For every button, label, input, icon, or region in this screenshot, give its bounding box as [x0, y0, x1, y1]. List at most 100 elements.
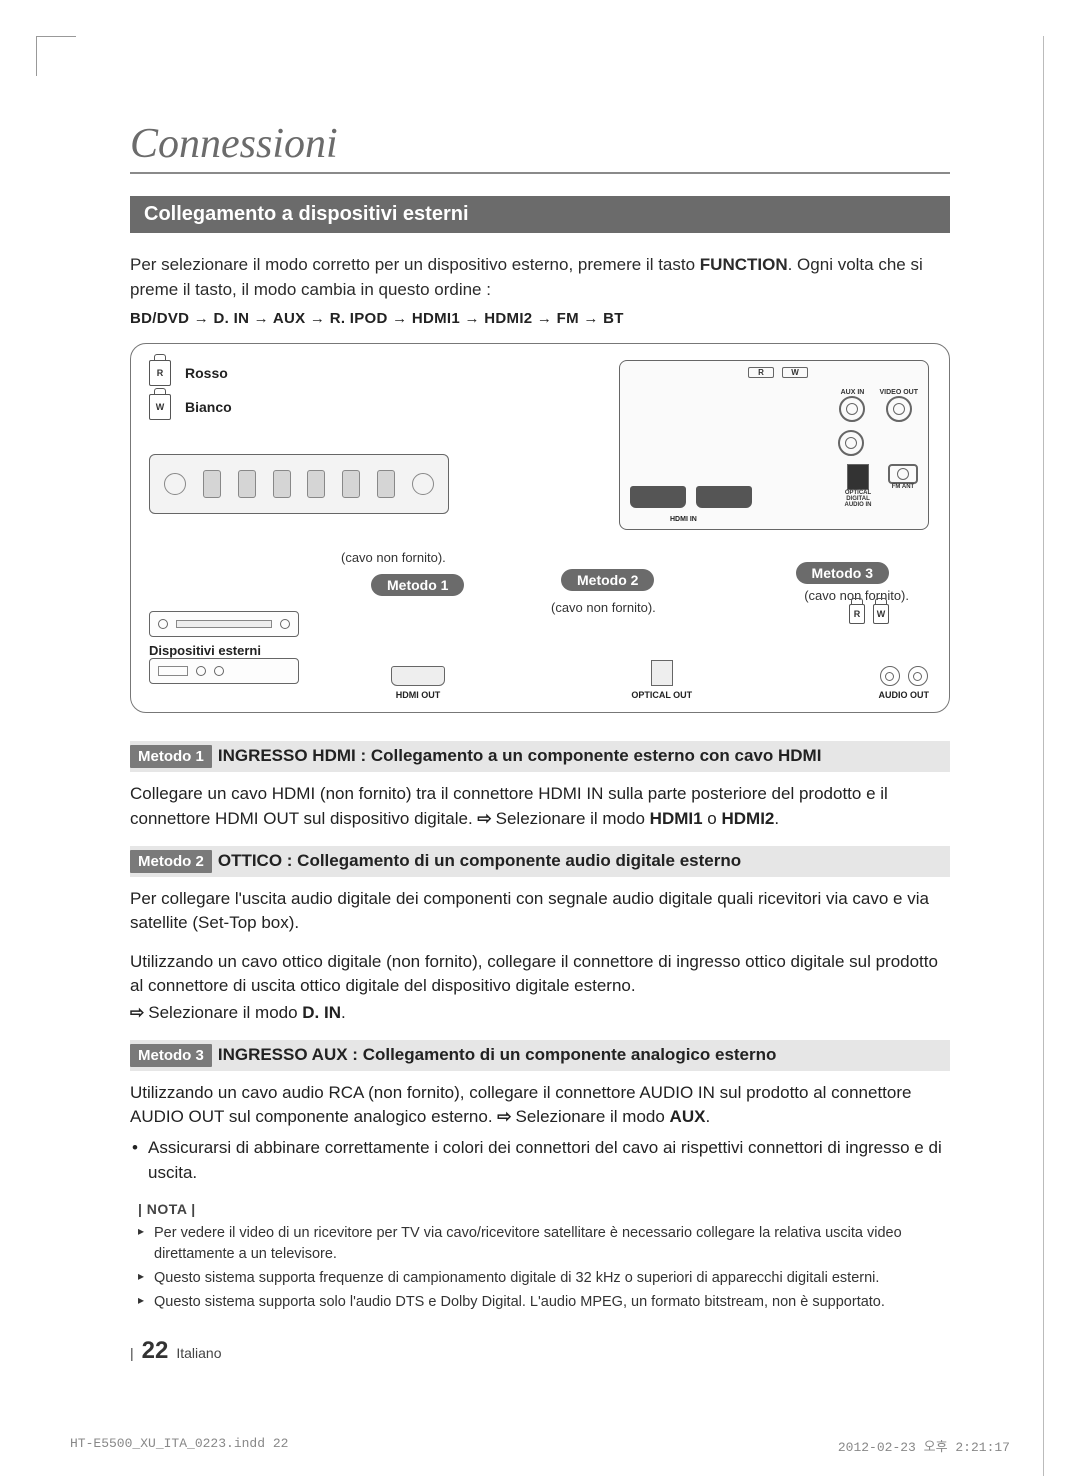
mode-label: HDMI2 [721, 809, 774, 828]
optical-out-icon [651, 660, 673, 686]
crop-mark [1043, 36, 1044, 1476]
mode-label: D. IN [302, 1003, 341, 1022]
arrow-icon [497, 1107, 515, 1126]
method-title-bold: INGRESSO AUX : [218, 1045, 363, 1064]
fm-ant-label: FM ANT [892, 484, 914, 490]
mode-label: AUX [670, 1107, 706, 1126]
hdmi-slot-icon [696, 486, 752, 508]
legend-label: Bianco [185, 399, 232, 415]
section-title: Connessioni [130, 120, 950, 174]
method3-bullets: Assicurarsi di abbinare correttamente i … [130, 1136, 950, 1185]
nota-item: Per vedere il video di un ricevitore per… [138, 1223, 950, 1265]
connection-diagram: R Rosso W Bianco R W AUX IN [130, 343, 950, 713]
method1-heading: Metodo 1 INGRESSO HDMI : Collegamento a … [130, 741, 950, 772]
external-devices: Dispositivi esterni [149, 611, 309, 690]
optical-port-icon [847, 464, 869, 490]
device-box [149, 611, 299, 637]
method-tag: Metodo 2 [130, 850, 212, 873]
hdmi-out-icon [391, 666, 445, 686]
intro-paragraph: Per selezionare il modo corretto per un … [130, 253, 950, 302]
plug-letter: W [156, 402, 165, 412]
plug-icon: R [849, 604, 865, 624]
hdmi-slot-icon [630, 486, 686, 508]
text: Selezionare il modo [496, 809, 650, 828]
method2-p2: Utilizzando un cavo ottico digitale (non… [130, 950, 950, 999]
audio-out: AUDIO OUT [879, 666, 930, 700]
jack-icon [908, 666, 928, 686]
doc-filename: HT-E5500_XU_ITA_0223.indd 22 [70, 1436, 288, 1455]
ext-devices-label: Dispositivi esterni [149, 643, 309, 658]
plug-icon: W [149, 394, 171, 420]
method-title: Collegamento di un componente audio digi… [297, 851, 741, 870]
document-meta: HT-E5500_XU_ITA_0223.indd 22 2012-02-23 … [70, 1436, 1010, 1455]
sub-header: Collegamento a dispositivi esterni [130, 196, 950, 233]
method-tag: Metodo 1 [130, 745, 212, 768]
metodo3-pill: Metodo 3 [796, 562, 889, 584]
method3-heading: Metodo 3 INGRESSO AUX : Collegamento di … [130, 1040, 950, 1071]
mode-label: HDMI1 [650, 809, 703, 828]
legend-label: Rosso [185, 365, 228, 381]
jack-icon [839, 396, 865, 422]
bullet-item: Assicurarsi di abbinare correttamente i … [130, 1136, 950, 1185]
jack-icon [880, 666, 900, 686]
page-number: 22 [142, 1337, 169, 1365]
footer-bar: | [130, 1345, 134, 1361]
nota-item: Questo sistema supporta solo l'audio DTS… [138, 1292, 950, 1313]
page-content: Connessioni Collegamento a dispositivi e… [130, 120, 950, 1365]
method-title: Collegamento a un componente esterno con… [371, 746, 822, 765]
mode-sequence: BD/DVD → D. IN → AUX → R. IPOD → HDMI1 →… [130, 310, 950, 327]
method2-p3: Selezionare il modo D. IN. [130, 1001, 950, 1026]
page-footer: | 22 Italiano [130, 1337, 950, 1365]
plug-letter: W [877, 609, 886, 619]
hdmi-out-label: HDMI OUT [396, 690, 441, 700]
cable-note: (cavo non fornito). [551, 600, 656, 615]
arrow-icon [477, 809, 495, 828]
cable-note: (cavo non fornito). [341, 550, 446, 565]
function-key-label: FUNCTION [700, 255, 788, 274]
fm-ant-icon [888, 464, 918, 484]
port-label-w: W [782, 367, 808, 378]
hdmi-in-label: HDMI IN [670, 516, 697, 523]
nota-label: | NOTA | [138, 1201, 950, 1217]
plug-letter: R [854, 609, 861, 619]
optical-out-label: OPTICAL OUT [631, 690, 692, 700]
arrow-icon [130, 1003, 148, 1022]
crop-mark [36, 36, 76, 76]
video-out-label: VIDEO OUT [879, 389, 918, 396]
output-ports: HDMI OUT OPTICAL OUT AUDIO OUT [391, 660, 929, 700]
doc-timestamp: 2012-02-23 오후 2:21:17 [838, 1436, 1010, 1455]
method3-p1: Utilizzando un cavo audio RCA (non forni… [130, 1081, 950, 1130]
metodo1-pill: Metodo 1 [371, 574, 464, 596]
product-rear-panel [149, 454, 449, 514]
intro-text: Per selezionare il modo corretto per un … [130, 255, 700, 274]
method-tag: Metodo 3 [130, 1044, 212, 1067]
metodo2-pill: Metodo 2 [561, 569, 654, 591]
nota-list: Per vedere il video di un ricevitore per… [130, 1223, 950, 1313]
hdmi-out: HDMI OUT [391, 666, 445, 700]
input-ports-panel: R W AUX IN VIDEO OUT [619, 360, 929, 530]
text: . [705, 1107, 710, 1126]
text: Selezionare il modo [516, 1107, 670, 1126]
method2-heading: Metodo 2 OTTICO : Collegamento di un com… [130, 846, 950, 877]
optical-out: OPTICAL OUT [631, 660, 692, 700]
method2-p1: Per collegare l'uscita audio digitale de… [130, 887, 950, 936]
text: Selezionare il modo [148, 1003, 302, 1022]
plug-letter: R [157, 368, 164, 378]
text: . [341, 1003, 346, 1022]
optical-label: OPTICAL DIGITAL AUDIO IN [838, 490, 878, 508]
method1-paragraph: Collegare un cavo HDMI (non fornito) tra… [130, 782, 950, 831]
aux-in-label: AUX IN [841, 389, 865, 396]
jack-icon [886, 396, 912, 422]
method-title: Collegamento di un componente analogico … [363, 1045, 777, 1064]
method-title-bold: INGRESSO HDMI : [218, 746, 371, 765]
plug-icon: W [873, 604, 889, 624]
nota-item: Questo sistema supporta frequenze di cam… [138, 1268, 950, 1289]
port-label-r: R [748, 367, 774, 378]
method-title-bold: OTTICO : [218, 851, 297, 870]
device-box [149, 658, 299, 684]
footer-language: Italiano [176, 1345, 221, 1361]
text: o [703, 809, 722, 828]
jack-icon [838, 430, 864, 456]
audio-out-label: AUDIO OUT [879, 690, 930, 700]
plug-icon: R [149, 360, 171, 386]
